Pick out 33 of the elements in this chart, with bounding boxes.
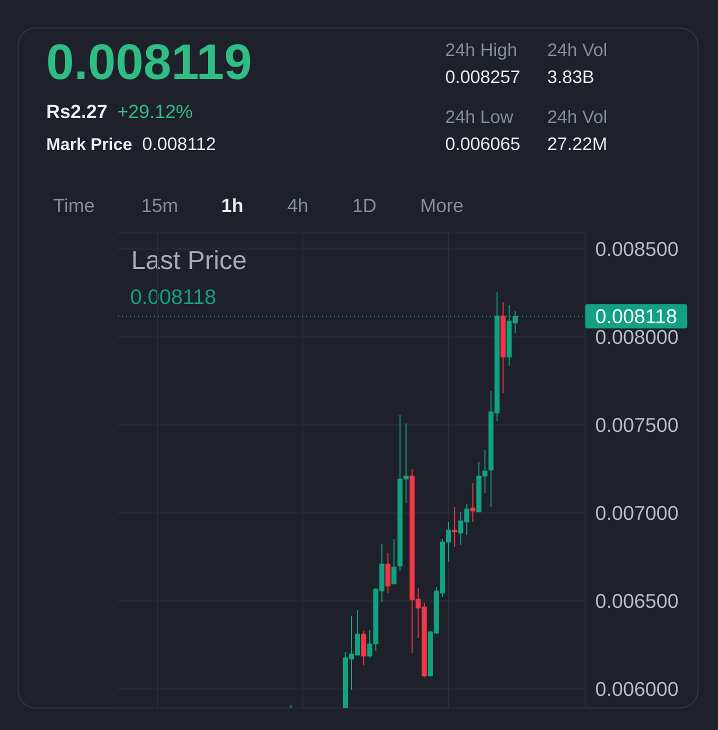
text: Time <box>54 198 94 212</box>
text: 24h High <box>446 42 516 60</box>
y-tick-label: 0.006000 <box>596 682 678 696</box>
y-tick-label: 0.008500 <box>596 242 678 256</box>
text: 27.22M <box>548 137 606 150</box>
candlestick <box>385 552 390 594</box>
text: 3.83B <box>548 70 594 84</box>
text: 0.006065 <box>446 137 520 150</box>
text: Last Price <box>133 250 246 270</box>
text: 15m <box>142 198 177 212</box>
text: 0.008119 <box>48 44 250 80</box>
text: Mark Price <box>47 138 132 150</box>
y-tick-label: 0.007500 <box>596 418 678 432</box>
y-tick-label: 0.007000 <box>596 506 678 520</box>
text: 24h Low <box>446 110 514 124</box>
text: More <box>422 198 463 212</box>
text: Rs2.27 <box>47 104 107 118</box>
text: 4h <box>288 198 308 212</box>
candlestick <box>391 538 396 584</box>
y-tick-label: 0.008000 <box>596 330 678 344</box>
annotation: 0.008118 <box>131 289 216 304</box>
text: 24h Vol <box>548 42 606 56</box>
y-tick-label: 0.006500 <box>596 594 678 608</box>
text: 1h <box>222 198 242 212</box>
text: 1D <box>354 198 376 212</box>
text: 0.008112 <box>142 137 216 150</box>
candlestick <box>452 506 458 548</box>
text: 24h Vol <box>548 110 606 124</box>
text: 0.008257 <box>446 70 520 84</box>
candlestick <box>361 630 366 666</box>
text: +29.12% <box>118 104 192 118</box>
ref-line-label: 0.008118 <box>596 309 676 324</box>
candlestick <box>470 482 476 522</box>
